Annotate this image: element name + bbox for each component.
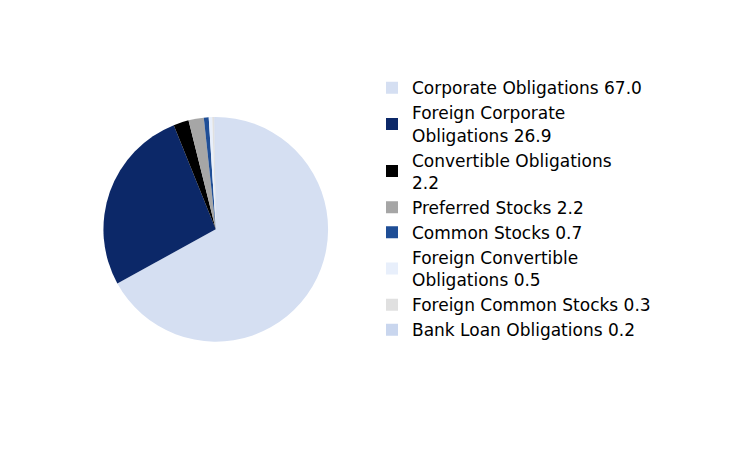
svg-text:Foreign Common Stocks 0.3: Foreign Common Stocks 0.3 bbox=[412, 295, 651, 315]
svg-text:Common Stocks 0.7: Common Stocks 0.7 bbox=[412, 223, 582, 243]
svg-text:Foreign ConvertibleObligations: Foreign ConvertibleObligations 0.5 bbox=[412, 248, 578, 290]
svg-text:Bank Loan Obligations 0.2: Bank Loan Obligations 0.2 bbox=[412, 320, 635, 340]
svg-text:Foreign CorporateObligations 2: Foreign CorporateObligations 26.9 bbox=[412, 103, 565, 145]
svg-text:Corporate Obligations 67.0: Corporate Obligations 67.0 bbox=[412, 78, 642, 98]
svg-text:Preferred Stocks 2.2: Preferred Stocks 2.2 bbox=[412, 198, 584, 218]
svg-text:Convertible Obligations2.2: Convertible Obligations2.2 bbox=[412, 151, 612, 193]
